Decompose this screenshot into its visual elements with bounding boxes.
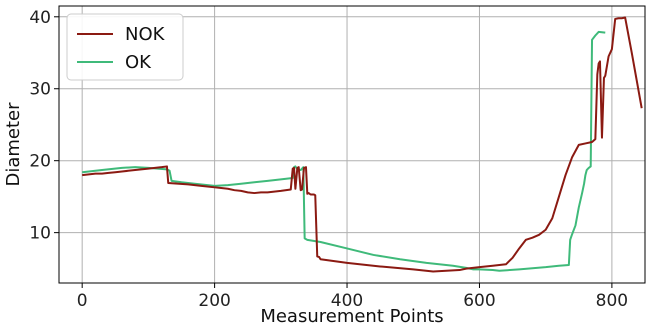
x-tick-label: 200 xyxy=(198,291,230,311)
legend-label-nok: NOK xyxy=(125,24,166,45)
series-line-nok xyxy=(82,16,643,273)
y-tick-label: 10 xyxy=(29,224,51,244)
legend-box xyxy=(66,13,184,81)
legend: NOK OK xyxy=(66,13,184,81)
legend-label-ok: OK xyxy=(125,52,152,73)
y-tick-label: 30 xyxy=(29,80,51,100)
axis-ticks: 0 200 400 600 800 10 20 30 40 xyxy=(29,8,628,311)
x-axis-label: Measurement Points xyxy=(260,306,443,327)
y-tick-label: 20 xyxy=(29,152,51,172)
y-tick-label: 40 xyxy=(29,8,51,28)
x-tick-label: 0 xyxy=(77,291,88,311)
series-lines xyxy=(82,16,643,273)
x-tick-label: 400 xyxy=(331,291,363,311)
x-tick-label: 800 xyxy=(596,291,628,311)
series-line-ok xyxy=(82,30,606,272)
y-axis-label: Diameter xyxy=(3,102,24,187)
x-tick-label: 600 xyxy=(463,291,495,311)
grid-lines xyxy=(59,6,645,283)
plot-frame xyxy=(58,5,646,284)
